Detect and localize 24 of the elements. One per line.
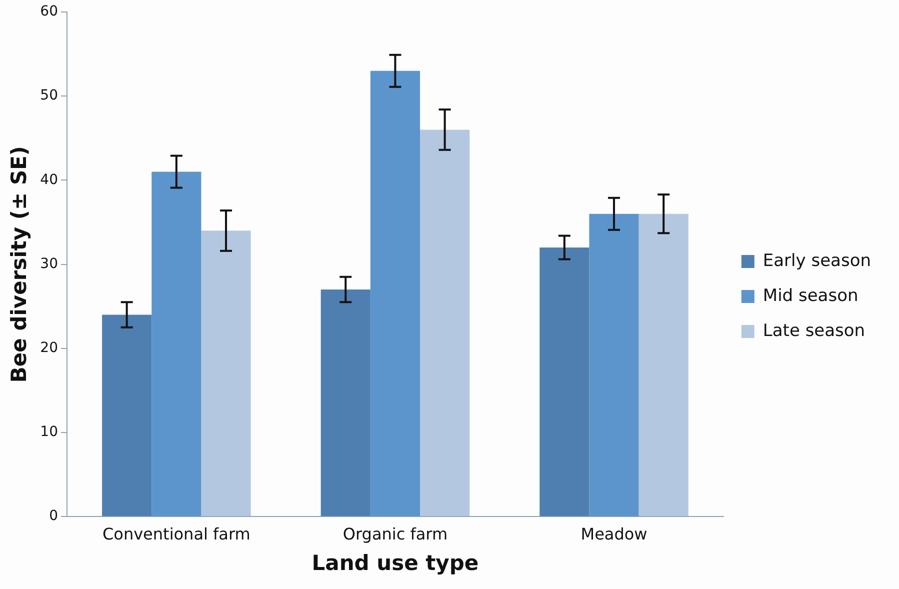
legend-label: Late season	[762, 320, 866, 341]
legend-label: Mid season	[762, 286, 858, 306]
y-tick-label: 50	[40, 88, 58, 104]
bar	[201, 230, 251, 516]
x-tick-label: Conventional farm	[102, 524, 250, 544]
bar	[420, 130, 470, 516]
x-tick-label: Meadow	[580, 524, 648, 544]
x-tick-label: Organic farm	[342, 524, 448, 544]
y-tick-label: 20	[40, 340, 58, 356]
y-tick-label: 60	[40, 4, 58, 20]
y-tick-label: 30	[40, 256, 58, 272]
x-axis-title: Land use type	[312, 550, 479, 575]
y-tick-label: 40	[40, 172, 58, 188]
y-axis-title: Bee diversity (± SE)	[7, 146, 32, 383]
bar	[102, 314, 152, 516]
y-tick-label: 0	[49, 508, 58, 524]
bar	[540, 247, 590, 516]
y-tick-label: 10	[40, 424, 58, 440]
bar	[370, 70, 420, 516]
legend-label: Early season	[762, 250, 872, 271]
bar	[589, 214, 639, 516]
bar	[152, 172, 202, 516]
bar	[638, 214, 688, 516]
bar	[320, 290, 370, 516]
